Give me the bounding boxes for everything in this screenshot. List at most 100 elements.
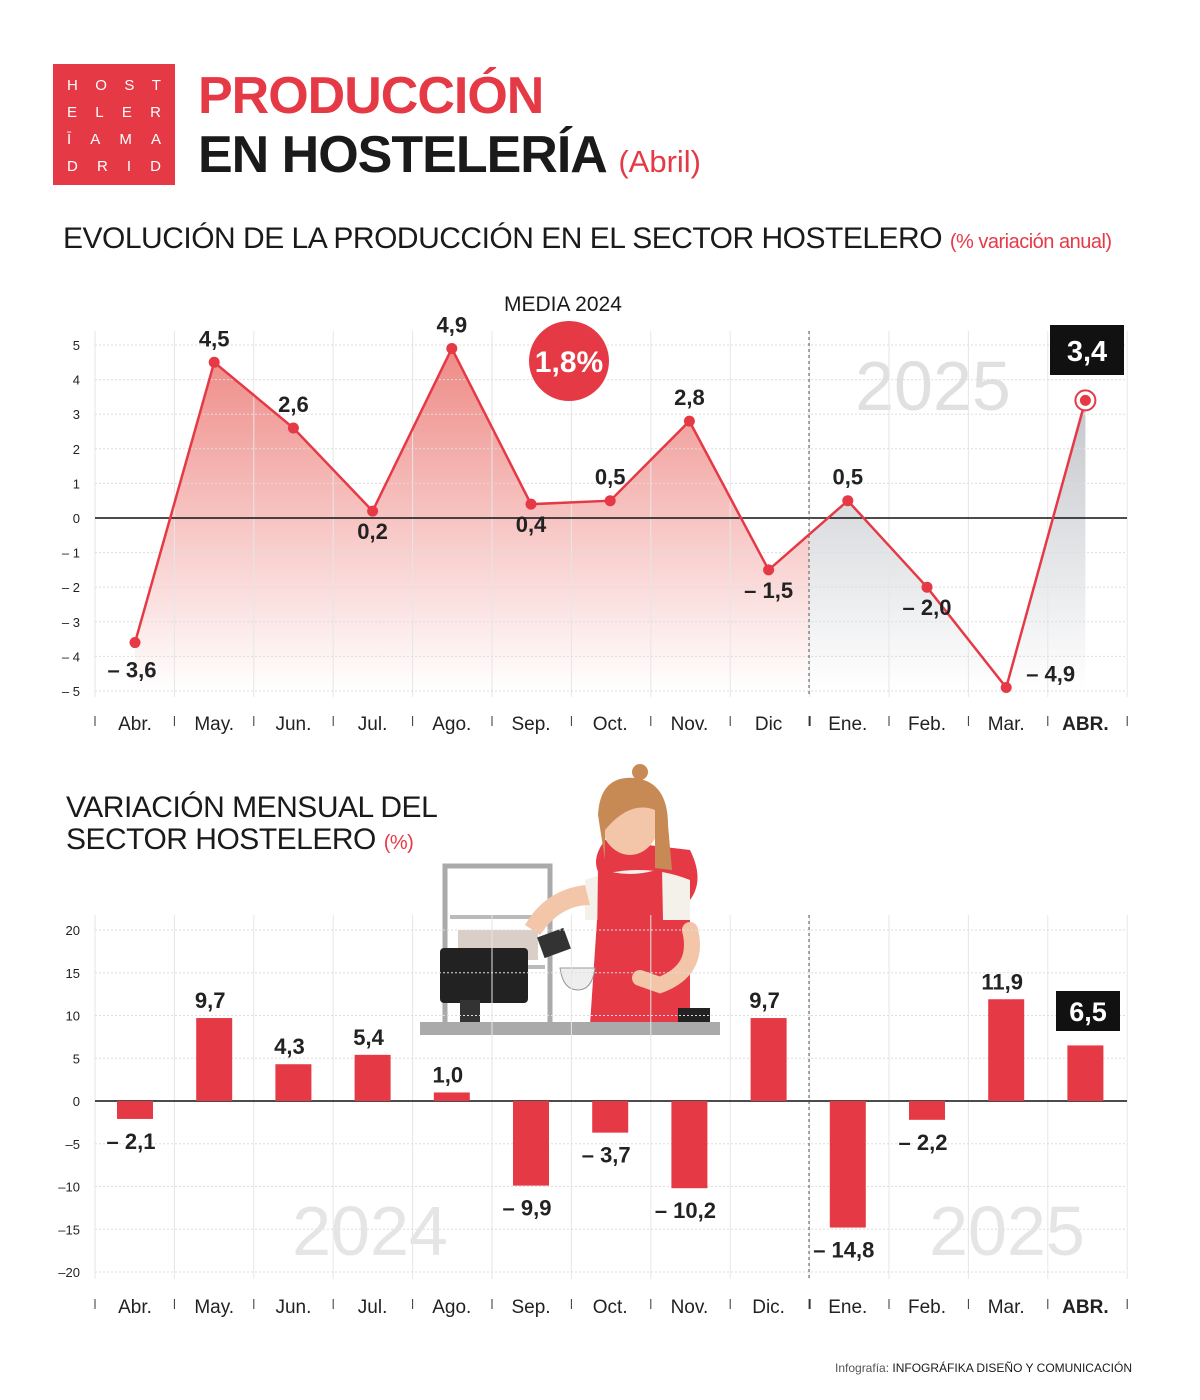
media-label: MEDIA 2024 xyxy=(504,293,622,316)
data-label: – 2,1 xyxy=(107,1129,156,1154)
card-terminal xyxy=(678,1008,710,1022)
x-tick-label: Feb. xyxy=(908,1297,946,1318)
logo-letter: O xyxy=(95,77,107,94)
x-tick-label: Nov. xyxy=(671,714,709,735)
data-label: 11,9 xyxy=(981,969,1023,994)
y-tick-label: –20 xyxy=(58,1265,80,1280)
shelf xyxy=(450,915,545,919)
data-label: 2,8 xyxy=(674,385,705,410)
data-label: – 4,9 xyxy=(1026,662,1075,687)
x-tick-label: Jul. xyxy=(358,714,388,735)
bar xyxy=(909,1101,945,1120)
coffee-pitcher xyxy=(537,927,571,959)
x-tick-label: Jul. xyxy=(358,1297,388,1318)
data-point xyxy=(129,637,141,649)
x-tick-label: Dic. xyxy=(752,1297,785,1318)
data-label: – 14,8 xyxy=(813,1238,874,1263)
bar-chart-title-text: VARIACIÓN MENSUAL DEL SECTOR HOSTELERO xyxy=(66,791,437,856)
y-tick-label: –15 xyxy=(58,1222,80,1237)
logo-letter: M xyxy=(119,131,132,148)
data-label: 4,3 xyxy=(274,1034,305,1059)
data-label: – 3,7 xyxy=(582,1143,631,1168)
x-tick-label: Sep. xyxy=(511,714,550,735)
data-label: – 3,6 xyxy=(108,658,157,683)
data-label: 6,5 xyxy=(1069,997,1107,1027)
highlight-value-box xyxy=(1050,325,1124,375)
x-tick-label: Sep. xyxy=(511,1297,550,1318)
logo-letter: E xyxy=(67,104,78,121)
y-tick-label: 5 xyxy=(73,1051,80,1066)
line-chart-title: EVOLUCIÓN DE LA PRODUCCIÓN EN EL SECTOR … xyxy=(63,222,1112,256)
logo-letter: D xyxy=(150,158,161,175)
y-tick-label: –10 xyxy=(58,1180,80,1195)
x-tick-label: Ago. xyxy=(432,714,471,735)
bar xyxy=(671,1101,708,1189)
data-point xyxy=(763,564,775,576)
line-chart-title-text: EVOLUCIÓN DE LA PRODUCCIÓN EN EL SECTOR … xyxy=(63,222,943,255)
data-label: 5,4 xyxy=(353,1025,384,1050)
x-tick-label: Mar. xyxy=(988,714,1025,735)
y-tick-label: 0 xyxy=(73,1094,80,1109)
arm xyxy=(525,885,590,935)
data-point xyxy=(921,581,933,593)
logo-letter: S xyxy=(124,77,135,94)
x-tick-label: Feb. xyxy=(908,714,946,735)
y-tick-label: – 3 xyxy=(62,615,80,630)
register-monitor xyxy=(440,948,528,1003)
bar xyxy=(988,999,1025,1101)
data-label: – 9,9 xyxy=(503,1196,552,1221)
logo-letter: L xyxy=(95,104,104,121)
y-tick-label: 3 xyxy=(73,407,80,422)
bar xyxy=(592,1101,629,1133)
y-tick-label: – 1 xyxy=(62,546,80,561)
data-label: – 2,2 xyxy=(899,1130,948,1155)
x-tick-label: Jun. xyxy=(275,1297,311,1318)
data-label: – 2,0 xyxy=(903,595,952,620)
y-tick-label: 4 xyxy=(73,373,80,388)
x-tick-label: Abr. xyxy=(118,1297,152,1318)
logo-letter: R xyxy=(96,158,108,175)
data-label: 9,7 xyxy=(195,988,226,1013)
x-tick-label: ABR. xyxy=(1062,714,1108,735)
x-tick-label: Abr. xyxy=(118,714,152,735)
logo-letter: D xyxy=(67,158,78,175)
data-label: 4,5 xyxy=(199,326,230,351)
area-fill-2024 xyxy=(135,348,809,690)
area-fill-2025 xyxy=(809,400,1086,690)
logo-letter: A xyxy=(150,131,161,148)
data-label: 0,5 xyxy=(833,465,864,490)
bar xyxy=(117,1101,153,1119)
data-point xyxy=(604,495,616,507)
barista-illustration xyxy=(420,764,720,1035)
y-tick-label: 1 xyxy=(73,476,80,491)
credit-name: INFOGRÁFIKA DISEÑO Y COMUNICACIÓN xyxy=(892,1361,1132,1375)
logo-letter: T xyxy=(151,77,161,94)
coffee-cup xyxy=(559,967,596,991)
y-tick-label: 10 xyxy=(66,1009,80,1024)
bar xyxy=(354,1054,391,1101)
line-chart-subtitle: (% variación anual) xyxy=(949,231,1112,253)
x-tick-label: May. xyxy=(194,714,234,735)
data-point xyxy=(208,356,220,368)
data-label: 0,4 xyxy=(516,512,547,537)
data-label: 0,5 xyxy=(595,465,626,490)
bar xyxy=(513,1101,549,1186)
bar-chart-title: VARIACIÓN MENSUAL DEL SECTOR HOSTELERO (… xyxy=(66,792,486,859)
bar-chart-subtitle: (%) xyxy=(383,832,414,854)
hair-bun xyxy=(632,764,648,780)
x-tick-label: Oct. xyxy=(593,714,628,735)
x-tick-label: Ene. xyxy=(828,1297,867,1318)
data-point xyxy=(525,498,537,510)
highlight-value-box xyxy=(1056,991,1120,1031)
bar xyxy=(1067,1045,1104,1101)
y-tick-label: 20 xyxy=(66,923,80,938)
y-tick-label: –5 xyxy=(66,1137,80,1152)
data-point xyxy=(1079,394,1091,406)
data-label: 0,2 xyxy=(357,519,388,544)
year-watermark-2025: 2025 xyxy=(929,1192,1085,1270)
bar xyxy=(829,1101,866,1228)
media-badge xyxy=(529,321,609,401)
data-point xyxy=(446,342,458,354)
